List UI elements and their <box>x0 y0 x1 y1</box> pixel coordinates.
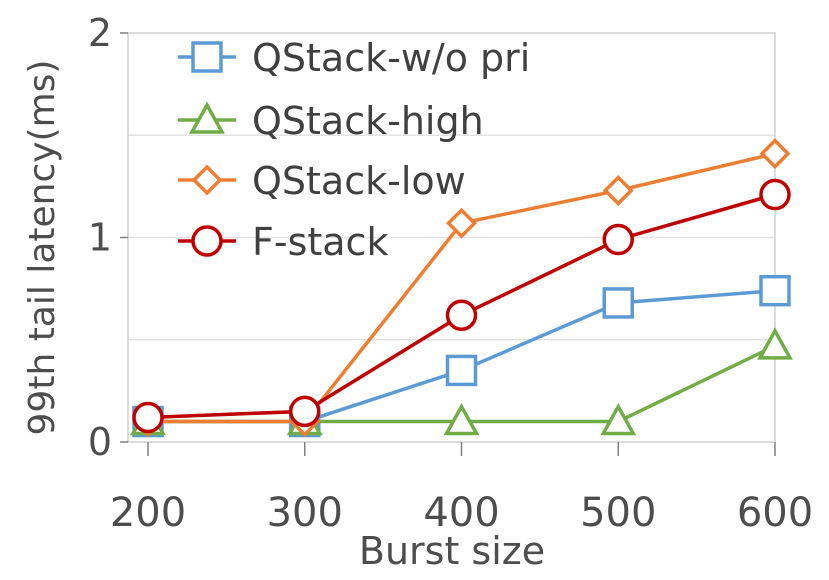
legend-item: QStack-high <box>178 99 484 143</box>
legend-marker <box>189 101 225 134</box>
y-tick-label: 0 <box>88 420 112 464</box>
data-point <box>602 287 634 319</box>
legend-label: QStack-low <box>252 159 466 203</box>
data-point <box>602 174 634 206</box>
legend-item: QStack-low <box>178 159 466 203</box>
legend-marker <box>191 41 223 73</box>
x-axis-label: Burst size <box>359 529 545 573</box>
data-point <box>602 223 634 256</box>
x-tick-label: 400 <box>423 490 499 536</box>
legend-item: F-stack <box>178 220 388 264</box>
x-tick-label: 200 <box>110 490 186 536</box>
series-f-stack <box>132 178 791 434</box>
legend-item: QStack-w/o pri <box>178 36 530 80</box>
data-point <box>446 207 477 239</box>
x-tick-label: 300 <box>267 490 343 536</box>
y-tick-label: 1 <box>88 216 112 260</box>
legend-label: QStack-high <box>252 99 484 143</box>
data-point <box>757 327 793 360</box>
x-tick-label: 500 <box>580 490 656 536</box>
y-tick-label: 2 <box>88 11 112 55</box>
x-tick-label: 600 <box>737 490 813 536</box>
series-group <box>130 138 793 438</box>
legend-marker <box>191 225 223 257</box>
x-axis: 200 300 400 500 600 <box>110 442 813 536</box>
legend-label: F-stack <box>252 220 388 264</box>
legend: QStack-w/o pri QStack-high QStack-low F-sta… <box>178 36 530 264</box>
data-point <box>289 395 321 428</box>
data-point <box>445 299 478 331</box>
y-axis: 0 1 2 <box>88 11 128 464</box>
data-point <box>443 402 480 436</box>
data-point <box>445 354 478 387</box>
data-point <box>759 274 791 307</box>
legend-label: QStack-w/o pri <box>252 36 530 80</box>
data-point <box>132 401 164 434</box>
legend-marker <box>191 164 223 196</box>
data-point <box>600 402 637 436</box>
y-axis-label: 99th tail latency(ms) <box>22 60 63 436</box>
data-point <box>759 138 791 170</box>
data-point <box>759 178 791 211</box>
